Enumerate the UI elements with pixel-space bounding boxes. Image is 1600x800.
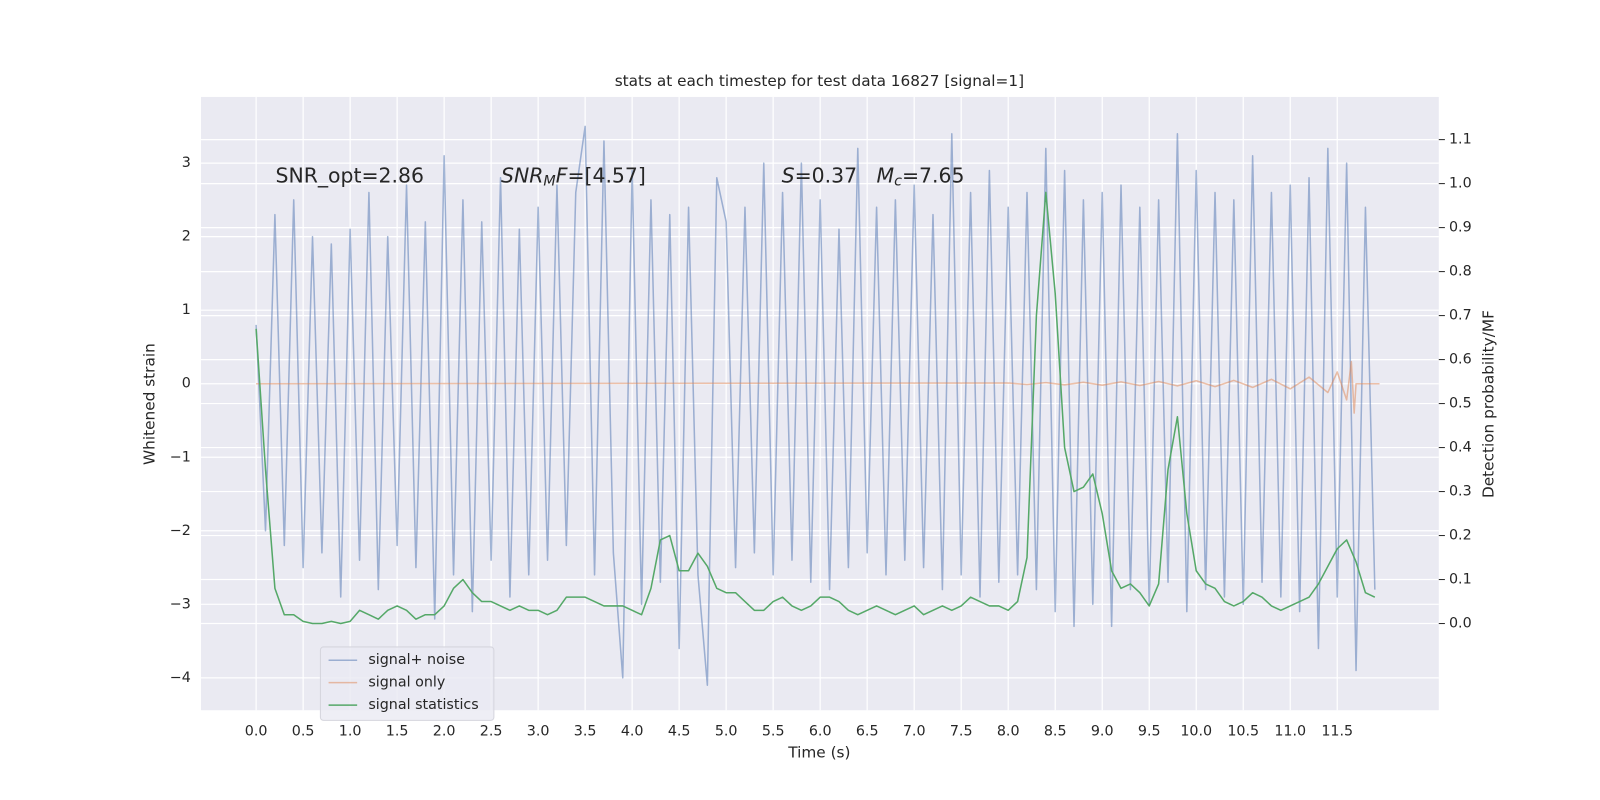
- chart-title: stats at each timestep for test data 168…: [615, 72, 1024, 90]
- y2-tick-label: 0.9: [1449, 220, 1472, 236]
- y-tick-label: −2: [170, 523, 191, 539]
- legend-label: signal statistics: [368, 697, 478, 713]
- x-tick-label: 0.0: [245, 724, 268, 740]
- x-tick-label: 6.5: [856, 724, 879, 740]
- x-tick-label: 9.5: [1138, 724, 1161, 740]
- annotation-part: SNR: [501, 164, 543, 188]
- y2-tick-label: 0.0: [1449, 616, 1472, 632]
- y-tick-label: 3: [182, 155, 191, 171]
- series-line: [255, 125, 1376, 686]
- y2-tick-label: 0.2: [1449, 528, 1472, 544]
- y-tick-label: −4: [170, 670, 191, 686]
- y2-tick-label: 0.4: [1449, 440, 1472, 456]
- x-tick-label: 11.5: [1321, 724, 1353, 740]
- legend-label: signal+ noise: [368, 652, 465, 668]
- x-tick-label: 4.5: [668, 724, 691, 740]
- x-tick-label: 2.0: [433, 724, 456, 740]
- x-tick-label: 8.0: [997, 724, 1020, 740]
- annotation-part: c: [894, 174, 902, 190]
- x-tick-label: 3.5: [574, 724, 597, 740]
- y-tick-label: 0: [182, 376, 191, 392]
- y-tick-label: 1: [182, 302, 191, 318]
- x-tick-label: 1.5: [386, 724, 409, 740]
- x-tick-label: 8.5: [1044, 724, 1067, 740]
- annotation-part: SNR_opt=2.86: [276, 164, 424, 189]
- y2-tick-label: 1.0: [1449, 176, 1472, 192]
- annotation: Mc=7.65: [877, 164, 965, 190]
- x-tick-label: 7.5: [950, 724, 973, 740]
- legend-label: signal only: [368, 675, 445, 691]
- annotation: SNR_opt=2.86: [276, 164, 424, 189]
- x-tick-label: 1.0: [339, 724, 362, 740]
- x-tick-label: 11.0: [1274, 724, 1306, 740]
- x-tick-label: 10.5: [1227, 724, 1259, 740]
- x-tick-label: 10.0: [1180, 724, 1212, 740]
- x-tick-label: 3.0: [527, 724, 550, 740]
- annotation-part: M: [543, 174, 555, 190]
- y2-tick-label: 0.7: [1449, 308, 1472, 324]
- annotation: S=0.37: [782, 164, 857, 188]
- x-tick-label: 2.5: [480, 724, 503, 740]
- annotation-part: M: [877, 164, 895, 188]
- series-line: [255, 191, 1376, 625]
- x-tick-label: 4.0: [621, 724, 644, 740]
- x-tick-label: 6.0: [809, 724, 832, 740]
- y2-tick-label: 0.6: [1449, 352, 1472, 368]
- y2-tick-label: 0.8: [1449, 264, 1472, 280]
- y2-tick-label: 1.1: [1449, 132, 1472, 148]
- legend-box: [319, 646, 495, 721]
- annotation-part: S: [782, 164, 795, 188]
- x-axis-label: Time (s): [787, 744, 850, 762]
- annotation: SNRMF=[4.57]: [501, 164, 646, 190]
- x-tick-label: 5.0: [715, 724, 738, 740]
- y2-tick-label: 0.3: [1449, 484, 1472, 500]
- y2-tick-label: 0.5: [1449, 396, 1472, 412]
- y-tick-label: 2: [182, 229, 191, 245]
- y-axis-label: Whitened strain: [141, 343, 159, 465]
- y2-tick-label: 0.1: [1449, 572, 1472, 588]
- x-tick-label: 9.0: [1091, 724, 1114, 740]
- annotation-part: =7.65: [902, 164, 965, 188]
- x-tick-label: 0.5: [292, 724, 315, 740]
- y2-axis-label: Detection probability/MF: [1479, 310, 1497, 498]
- x-tick-label: 7.0: [903, 724, 926, 740]
- y-tick-label: −3: [170, 596, 191, 612]
- series-line: [256, 360, 1380, 414]
- x-tick-label: 5.5: [762, 724, 785, 740]
- annotation-part: =0.37: [795, 164, 858, 188]
- annotation-part: =[4.57]: [567, 164, 645, 188]
- annotation-part: F: [556, 164, 568, 188]
- y-tick-label: −1: [170, 449, 191, 465]
